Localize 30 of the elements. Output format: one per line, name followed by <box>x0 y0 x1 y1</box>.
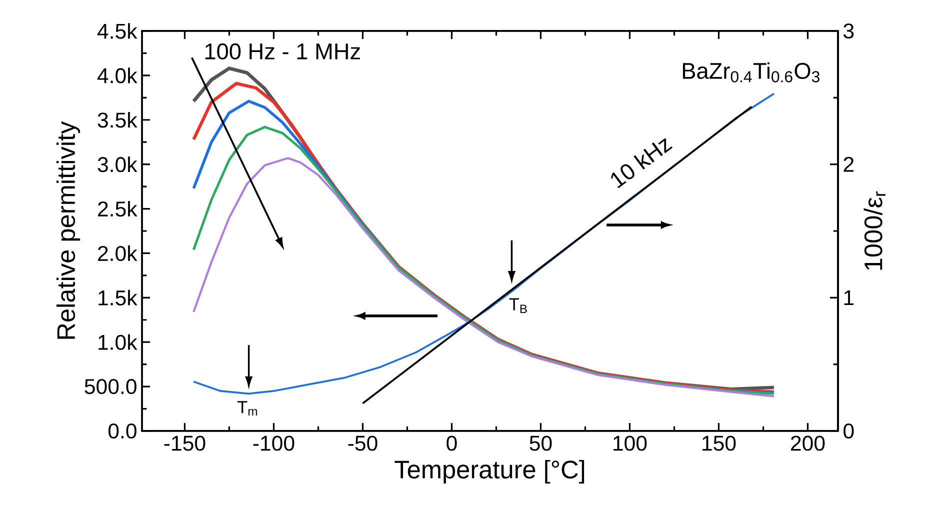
y2-tick-label: 0 <box>844 423 854 439</box>
y2-axis-title: 1000/ε$_{r}$ <box>864 191 886 270</box>
x-tick-label: 150 <box>702 436 736 451</box>
x-tick-label: -50 <box>348 436 378 451</box>
annotation: 100 Hz - 1 MHz <box>205 43 360 60</box>
annotation: T$_{B}$ <box>509 298 527 314</box>
y-tick-label: 2.0k <box>98 245 138 262</box>
y2-tick-label: 1 <box>844 290 854 305</box>
y-tick-label: 3.5k <box>98 112 138 128</box>
x-tick-label: -100 <box>253 436 294 451</box>
x-tick-label: 0 <box>446 436 457 451</box>
x-tick-label: 200 <box>791 436 825 451</box>
text: 10 kHz <box>610 138 673 188</box>
x-tick-label: -150 <box>164 436 206 451</box>
y-axis-title: Relative permittivity <box>56 121 80 339</box>
y2-tick-label: 3 <box>844 23 854 39</box>
annotation: BaZr$_{0.4}$Ti$_{0.6}$O$_{3}$ <box>682 62 820 82</box>
y2-tick-label: 2 <box>844 156 854 172</box>
x-tick-label: 100 <box>614 436 647 451</box>
y-tick-label: 4.0k <box>97 68 138 84</box>
x-tick-label: 50 <box>530 436 552 451</box>
x-axis-title: Temperature [°C] <box>394 460 584 484</box>
y-tick-label: 500.0 <box>84 379 136 394</box>
annotation: T$_{m}$ <box>237 401 257 416</box>
y-tick-label: 2.5k <box>98 200 138 217</box>
y-tick-label: 1.0k <box>98 334 138 350</box>
y-tick-label: 0.0 <box>108 423 136 439</box>
y-tick-label: 3.0k <box>98 156 138 172</box>
y-tick-label: 1.5k <box>98 290 138 306</box>
y-tick-label: 4.5k <box>97 23 138 39</box>
